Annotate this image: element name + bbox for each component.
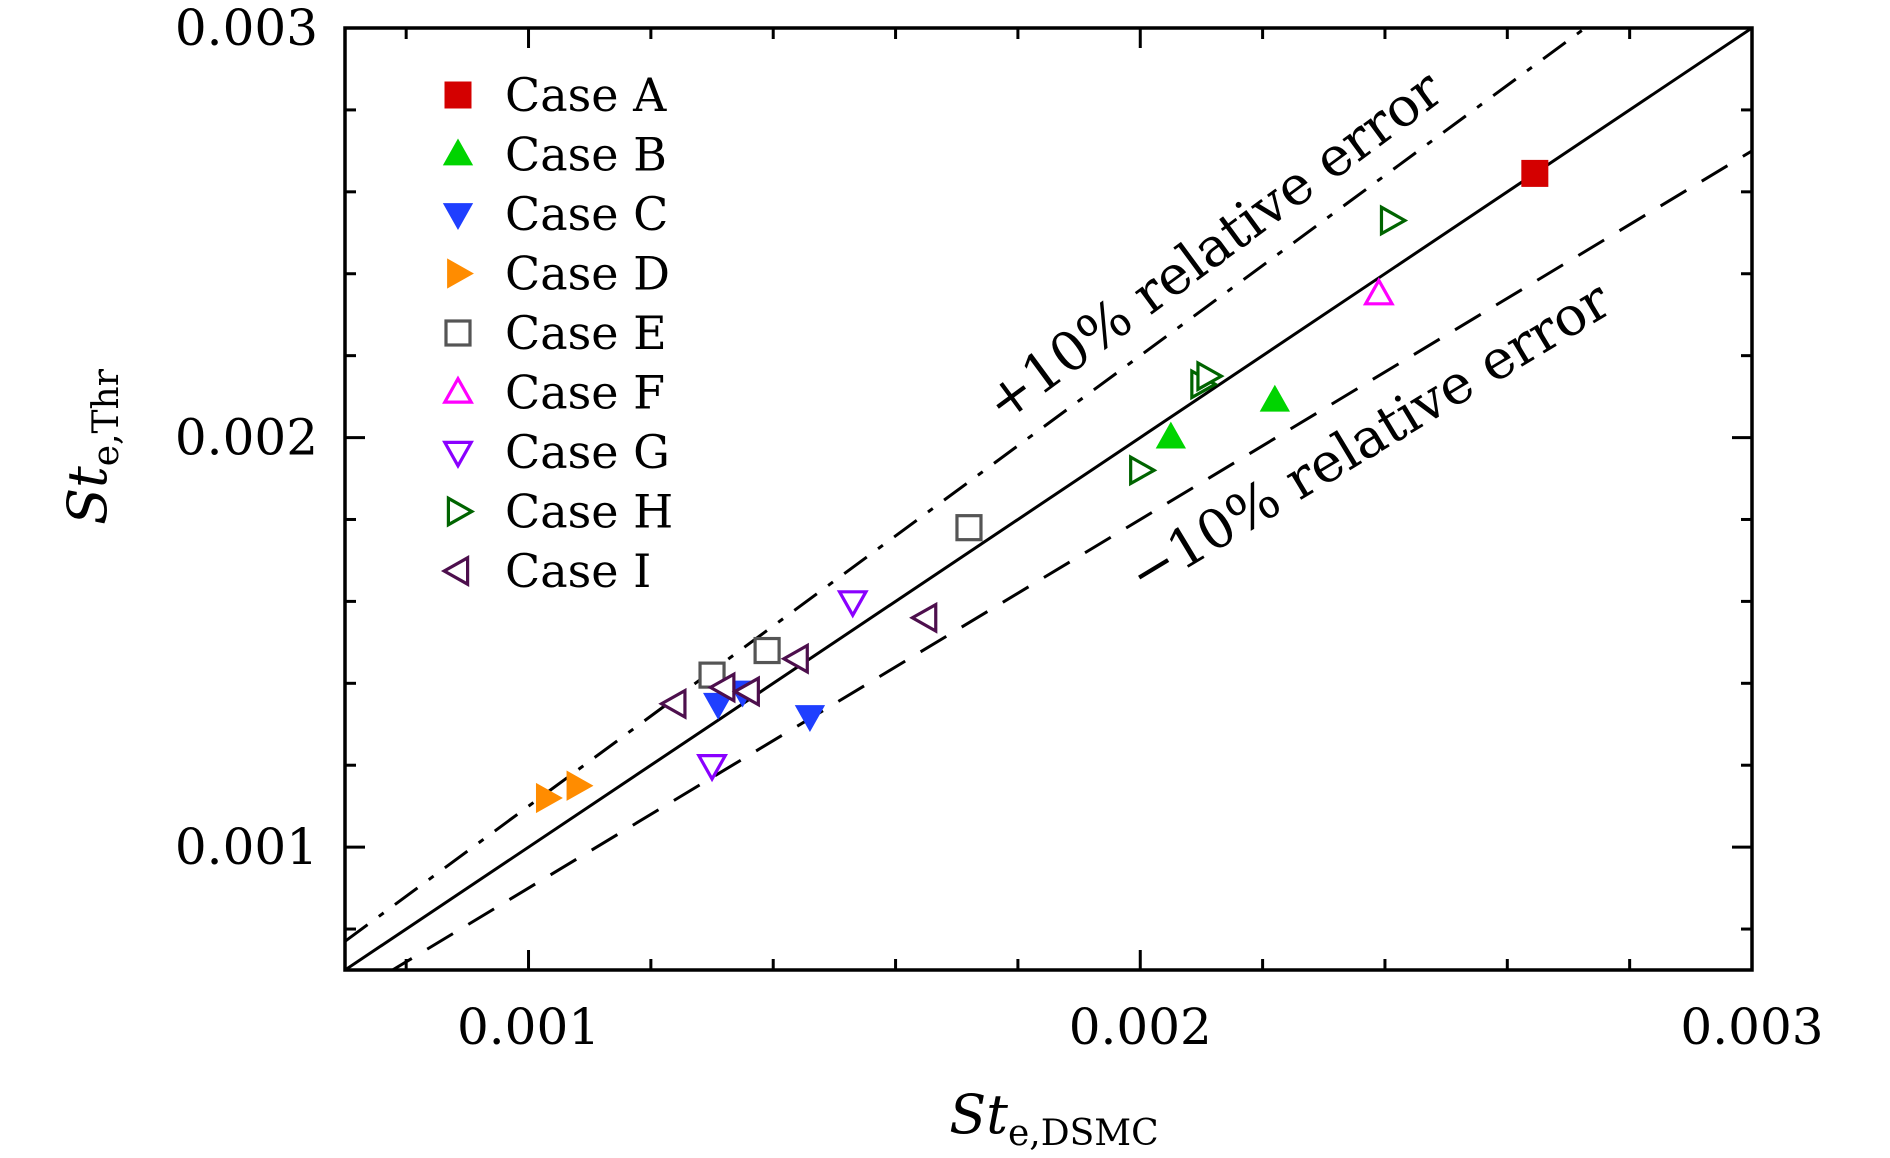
point-case-b [1259, 384, 1290, 412]
point-case-h [1129, 454, 1158, 487]
point-case-e [955, 514, 983, 542]
legend-marker-case-g [442, 440, 474, 470]
x-tick-label: 0.003 [1680, 998, 1823, 1056]
legend-label-case-c: Case C [505, 187, 668, 241]
legend-marker-case-a [444, 81, 472, 109]
point-case-h [1379, 204, 1409, 237]
legend-label-case-d: Case D [505, 247, 670, 301]
x-tick-label: 0.001 [457, 998, 600, 1056]
y-tick-label: 0.001 [175, 818, 318, 876]
legend-marker-case-b [442, 138, 474, 166]
point-case-e [753, 636, 781, 665]
point-case-h [1196, 360, 1225, 393]
point-case-c [794, 705, 826, 733]
legend-label-case-e: Case E [505, 306, 667, 360]
x-axis-title-sub: e,DSMC [1008, 1113, 1159, 1154]
point-case-a [1521, 159, 1549, 187]
legend-label-case-f: Case F [505, 366, 665, 420]
point-case-d [566, 770, 594, 801]
y-tick-label: 0.003 [175, 0, 318, 57]
annotation-minus10: −10% relative error [1117, 268, 1621, 606]
y-axis-title-main: St [56, 466, 119, 525]
reference-line-minus10 [389, 149, 1752, 970]
reference-line-exact [345, 28, 1752, 970]
point-case-f [1362, 277, 1395, 306]
legend-label-case-b: Case B [505, 128, 667, 182]
point-case-i [731, 675, 760, 708]
x-axis-title: Ste,DSMC [949, 1083, 1158, 1154]
point-case-g [836, 590, 869, 619]
legend-marker-case-c [442, 203, 474, 230]
point-case-i [780, 642, 809, 675]
legend-label-case-h: Case H [505, 485, 673, 539]
point-case-i [658, 687, 687, 720]
legend-marker-case-e [444, 319, 472, 347]
point-case-b [1155, 421, 1187, 449]
x-tick-label: 0.002 [1069, 998, 1212, 1056]
legend-label-case-g: Case G [505, 425, 670, 479]
point-case-g [696, 754, 728, 783]
legend-marker-case-d [447, 258, 474, 289]
legend-label-case-a: Case A [505, 68, 667, 122]
legend-marker-case-i [440, 555, 470, 587]
point-case-d [535, 782, 563, 814]
plot-frame [343, 26, 1754, 972]
legend-label-case-i: Case I [505, 544, 651, 598]
y-axis-title: Ste,Thr [56, 368, 127, 525]
point-case-i [707, 671, 736, 704]
reference-line-plus10 [345, 28, 1588, 943]
y-tick-label: 0.002 [175, 409, 318, 467]
data-points [535, 159, 1549, 814]
legend-marker-case-f [442, 375, 474, 404]
tick-labels: 0.001 0.002 0.003 0.001 0.002 0.003 [175, 0, 1824, 1056]
legend-marker-case-h [446, 495, 476, 528]
reference-lines [345, 28, 1752, 970]
x-axis-title-main: St [949, 1083, 1008, 1146]
point-case-i [909, 601, 938, 634]
y-axis-title-sub: e,Thr [86, 368, 127, 466]
